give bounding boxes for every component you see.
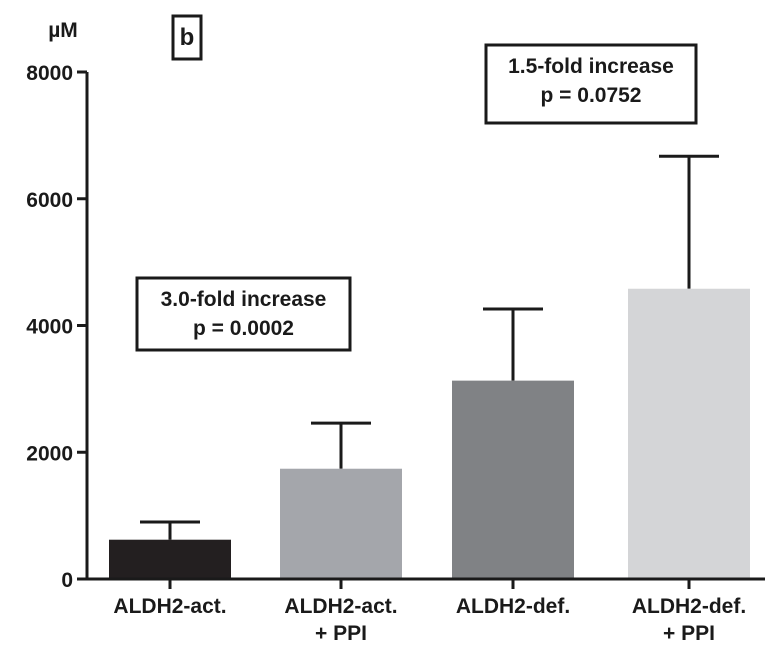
x-category-label: ALDH2-def.	[632, 595, 746, 618]
annotation-text: 3.0-fold increase	[161, 288, 327, 311]
x-category-label: ALDH2-act.	[113, 595, 226, 618]
y-tick-label: 4000	[26, 316, 73, 339]
y-tick-label: 2000	[26, 442, 73, 465]
plot-area	[109, 154, 750, 589]
annotation-box	[135, 276, 352, 352]
x-category-label: ALDH2-act.	[284, 595, 397, 618]
bar-1	[109, 539, 231, 579]
y-axis-unit-label: µM	[48, 19, 78, 42]
annotation-text: p = 0.0002	[193, 317, 294, 340]
panel-label: b	[180, 24, 195, 51]
panel-label-box	[171, 14, 203, 61]
bar-3	[452, 380, 574, 579]
y-tick-label: 6000	[26, 189, 73, 212]
annotation-text: p = 0.0752	[541, 84, 642, 107]
x-axis-labels: ALDH2-act. ALDH2-act. + PPI ALDH2-def. ALDH2…	[113, 595, 746, 645]
annotations: 3.0-fold increase p = 0.0002 1.5-fold incr…	[135, 43, 698, 352]
x-category-label: + PPI	[663, 622, 715, 645]
y-tick-label: 8000	[26, 62, 73, 85]
annotation-box	[484, 43, 698, 125]
y-tick-label: 0	[61, 569, 73, 592]
bar-4	[628, 288, 750, 579]
y-axis-ticks: 0 2000 4000 6000 8000	[26, 62, 87, 592]
x-category-label: + PPI	[315, 622, 367, 645]
annotation-text: 1.5-fold increase	[508, 55, 674, 78]
x-category-label: ALDH2-def.	[456, 595, 570, 618]
bar-2	[280, 468, 402, 579]
